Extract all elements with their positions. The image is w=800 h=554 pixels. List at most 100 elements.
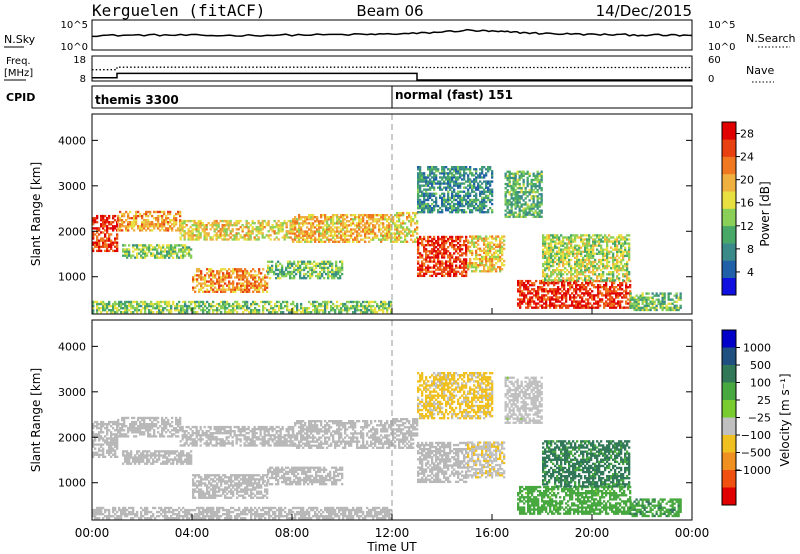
scatter-cell-region-13 [626,242,629,245]
scatter-cell-region-15 [150,304,153,308]
scatter-cell-region-15 [118,304,121,308]
scatter-cell-region-5 [218,282,221,285]
scatter-cell-region-11 [524,189,527,192]
scatter-cell-region-8 [465,270,468,273]
scatter-cell-region-7 [392,220,395,223]
scatter-cell-region-13 [610,246,613,249]
scatter-cell-region-6 [317,262,320,265]
scatter-cell-region-13 [592,279,595,282]
scatter-cell-region-12 [555,294,558,297]
scatter-cell-region-9 [469,245,472,248]
scatter-cell-region-3 [312,232,315,235]
scatter-cell-region-3 [326,228,329,231]
scatter-cell-region-11 [508,199,511,202]
scatter-cell-region-13 [576,250,579,253]
scatter-cell-region-4 [156,248,159,251]
scatter-cell-region-5 [258,272,261,275]
scatter-cell-region-11 [508,174,511,178]
scatter-cell-region-1 [117,229,120,232]
scatter-cell-region-13 [570,269,573,272]
scatter-cell-region-6 [333,272,336,276]
scatter-cell-region-12 [553,284,556,287]
scatter-cell-region-2 [203,236,206,239]
scatter-cell-region-10 [469,209,472,212]
scatter-cell-region-14 [663,298,666,301]
scatter-cell-region-6 [303,268,306,272]
scatter-cell-region-1 [163,219,166,222]
scatter-cell-region-15 [170,304,173,308]
scatter-cell-region-8 [417,268,420,271]
scatter-cell-region-12 [561,296,564,299]
scatter-cell-region-8 [417,239,420,243]
scatter-cell-region-13 [598,264,601,268]
scatter-cell-region-11 [532,189,535,192]
scatter-cell-region-8 [435,264,438,267]
scatter-cell-region-13 [626,277,629,280]
scatter-cell-region-10 [487,211,490,214]
scatter-cell-region-13 [566,260,569,264]
scatter-cell-region-3 [306,218,309,221]
scatter-cell-region-10 [447,178,450,181]
scatter-cell-region-10 [433,188,436,191]
scatter-cell-region-10 [445,186,448,189]
scatter-cell-region-10 [451,168,454,171]
scatter-cell-region-15 [172,300,175,304]
scatter-cell-region-13 [612,264,615,268]
scatter-cell-region-13 [626,252,629,255]
scatter-cell-region-8 [465,272,468,275]
scatter-cell-region-3 [344,218,347,221]
scatter-cell-region-3 [362,216,365,219]
scatter-cell-region-10 [473,190,476,193]
scatter-cell-region-5 [266,282,269,285]
scatter-cell-region-12 [567,304,570,307]
scatter-cell-region-2 [247,228,250,231]
scatter-cell-region-13 [558,273,561,276]
scatter-cell-region-10 [419,211,422,214]
scatter-cell-region-13 [612,262,615,266]
scatter-cell-region-12 [607,290,610,293]
scatter-cell-region-1 [147,223,150,226]
scatter-cell-region-11 [512,191,515,194]
scatter-cell-region-10 [487,170,490,173]
scatter-cell-region-14 [639,296,642,299]
scatter-cell-region-11 [510,195,513,198]
scatter-cell-region-11 [512,211,515,214]
scatter-cell-region-10 [421,178,424,181]
scatter-cell-region-6 [289,262,292,265]
scatter-cell-region-12 [527,298,530,301]
scatter-cell-region-12 [623,306,626,309]
scatter-cell-region-10 [449,188,452,191]
scatter-cell-region-5 [226,274,229,277]
scatter-cell-region-15 [160,309,163,312]
scatter-cell-region-2 [263,219,266,223]
scatter-cell-region-2 [195,224,198,227]
scatter-cell-region-11 [532,199,535,202]
scatter-cell-region-13 [562,264,565,268]
scatter-cell-region-2 [227,226,230,229]
scatter-cell-region-13 [588,244,591,247]
scatter-cell-region-10 [467,168,470,171]
scatter-cell-region-10 [475,194,478,198]
scatter-cell-region-8 [417,244,420,247]
scatter-cell-region-13 [626,234,629,237]
scatter-cell-region-5 [234,286,237,289]
scatter-cell-region-12 [581,296,584,299]
scatter-cell-region-10 [473,180,476,183]
scatter-cell-region-13 [628,279,631,282]
scatter-cell-region-15 [110,304,113,308]
scatter-cell-region-13 [576,262,579,266]
scatter-cell-region-3 [354,218,357,221]
scatter-cell-region-12 [603,306,606,309]
scatter-cell-region-12 [549,300,552,303]
scatter-cell-region-5 [212,276,215,279]
scatter-cell-region-14 [629,304,632,308]
scatter-cell-region-13 [550,246,553,249]
scatter-cell-region-13 [570,236,573,239]
scatter-cell-region-13 [558,262,561,266]
scatter-cell-region-9 [481,237,484,240]
scatter-cell-region-12 [603,302,606,305]
scatter-cell-region-10 [489,168,492,171]
scatter-cell-region-12 [553,290,556,293]
scatter-cell-region-13 [560,256,563,260]
scatter-cell-region-10 [479,209,482,212]
